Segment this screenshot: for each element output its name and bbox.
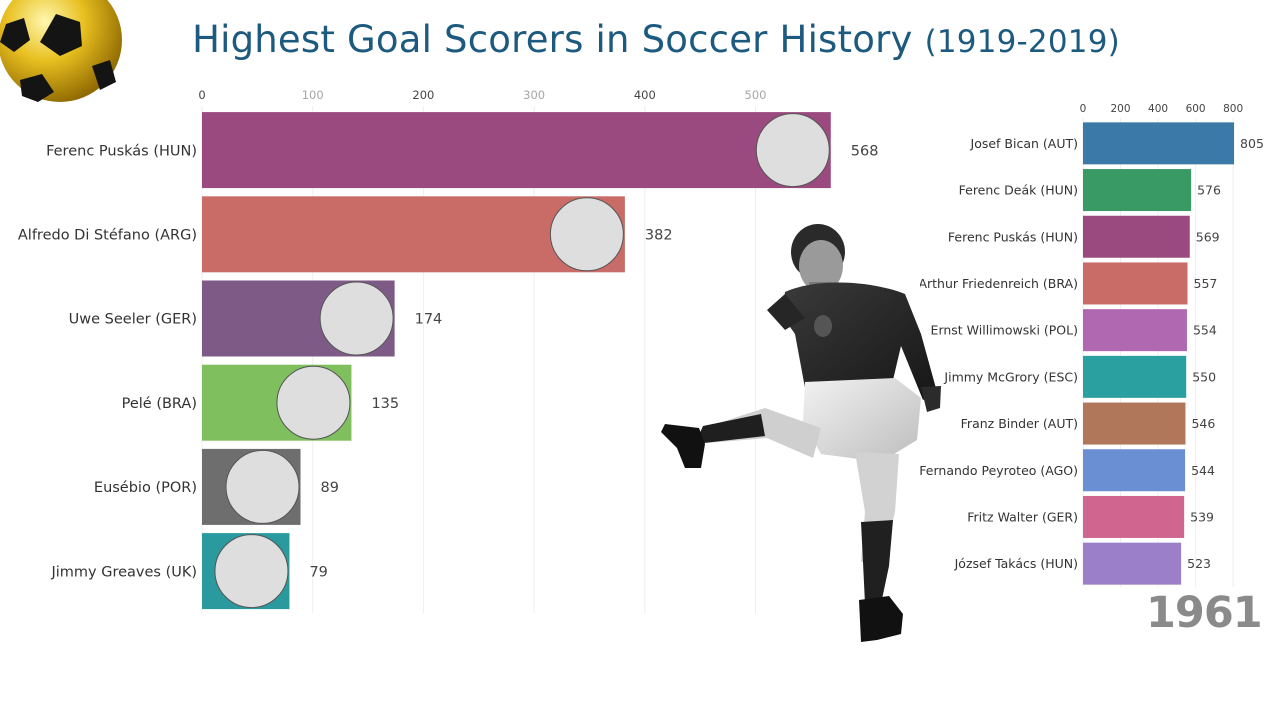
category-label: Pelé (BRA) (122, 396, 197, 412)
player-avatar-icon (319, 281, 394, 356)
category-label: Jimmy Greaves (UK) (50, 564, 197, 580)
x-tick-label: 200 (412, 88, 434, 102)
player-avatar-icon (276, 365, 351, 440)
category-label: Ferenc Deák (HUN) (959, 183, 1078, 198)
value-label: 382 (645, 228, 673, 244)
category-label: Uwe Seeler (GER) (69, 312, 197, 328)
x-tick-label: 0 (1080, 103, 1087, 115)
value-label: 523 (1187, 556, 1211, 571)
player-avatar-icon (225, 449, 300, 524)
x-tick-label: 400 (1148, 103, 1168, 115)
player-avatar-icon (214, 534, 289, 609)
value-label: 550 (1192, 369, 1216, 384)
category-label: Jimmy McGrory (ESC) (943, 369, 1078, 384)
value-label: 135 (371, 396, 399, 412)
bar (1083, 402, 1186, 445)
x-tick-label: 500 (745, 88, 767, 102)
bar (1083, 355, 1187, 398)
category-label: Ernst Willimowski (POL) (931, 323, 1078, 338)
value-label: 546 (1191, 416, 1215, 431)
bar (1083, 262, 1188, 305)
category-label: József Takács (HUN) (954, 556, 1078, 571)
category-label: Fernando Peyroteo (AGO) (920, 463, 1078, 478)
category-label: Arthur Friedenreich (BRA) (920, 276, 1078, 291)
category-label: Franz Binder (AUT) (961, 416, 1078, 431)
soccer-ball-icon (0, 0, 122, 102)
x-tick-label: 200 (1111, 103, 1131, 115)
x-tick-label: 800 (1223, 103, 1243, 115)
value-label: 174 (415, 312, 443, 328)
category-label: Fritz Walter (GER) (967, 509, 1078, 524)
x-tick-label: 100 (302, 88, 324, 102)
main-bar-chart: 0 100 200 300 400 500 Ferenc Puskás (HUN) 568 Al… (18, 88, 879, 614)
bar (1083, 495, 1185, 538)
x-tick-label: 600 (1186, 103, 1206, 115)
category-label: Ferenc Puskás (HUN) (46, 143, 197, 159)
player-avatar-icon (549, 197, 624, 272)
bar (1083, 122, 1235, 165)
category-label: Eusébio (POR) (94, 480, 197, 496)
side-bar-chart: 0 200 400 600 800 Josef Bican (AUT) 805 Ferenc … (920, 103, 1264, 587)
value-label: 89 (321, 480, 339, 496)
x-tick-label: 0 (198, 88, 205, 102)
value-label: 557 (1194, 276, 1218, 291)
chart-title-main: Highest Goal Scorers in Soccer History (192, 18, 913, 61)
value-label: 79 (309, 564, 327, 580)
category-label: Alfredo Di Stéfano (ARG) (18, 228, 197, 244)
bar (202, 112, 831, 189)
bar (1083, 542, 1182, 585)
bar (1083, 309, 1187, 352)
value-label: 569 (1196, 229, 1220, 244)
value-label: 576 (1197, 183, 1221, 198)
category-label: Ferenc Puskás (HUN) (948, 229, 1078, 244)
bar (1083, 169, 1192, 212)
value-label: 568 (851, 143, 879, 159)
category-label: Josef Bican (AUT) (970, 136, 1078, 151)
x-tick-label: 400 (634, 88, 656, 102)
bar (1083, 449, 1186, 492)
year-label: 1961 (1146, 588, 1263, 638)
chart-title: Highest Goal Scorers in Soccer History (… (0, 18, 1280, 61)
x-tick-label: 300 (523, 88, 545, 102)
value-label: 544 (1191, 463, 1215, 478)
player-avatar-icon (755, 113, 830, 188)
chart-title-range: (1919-2019) (924, 24, 1120, 60)
value-label: 554 (1193, 323, 1217, 338)
bar (1083, 215, 1190, 258)
value-label: 805 (1240, 136, 1264, 151)
player-photo (661, 224, 941, 642)
value-label: 539 (1190, 509, 1214, 524)
